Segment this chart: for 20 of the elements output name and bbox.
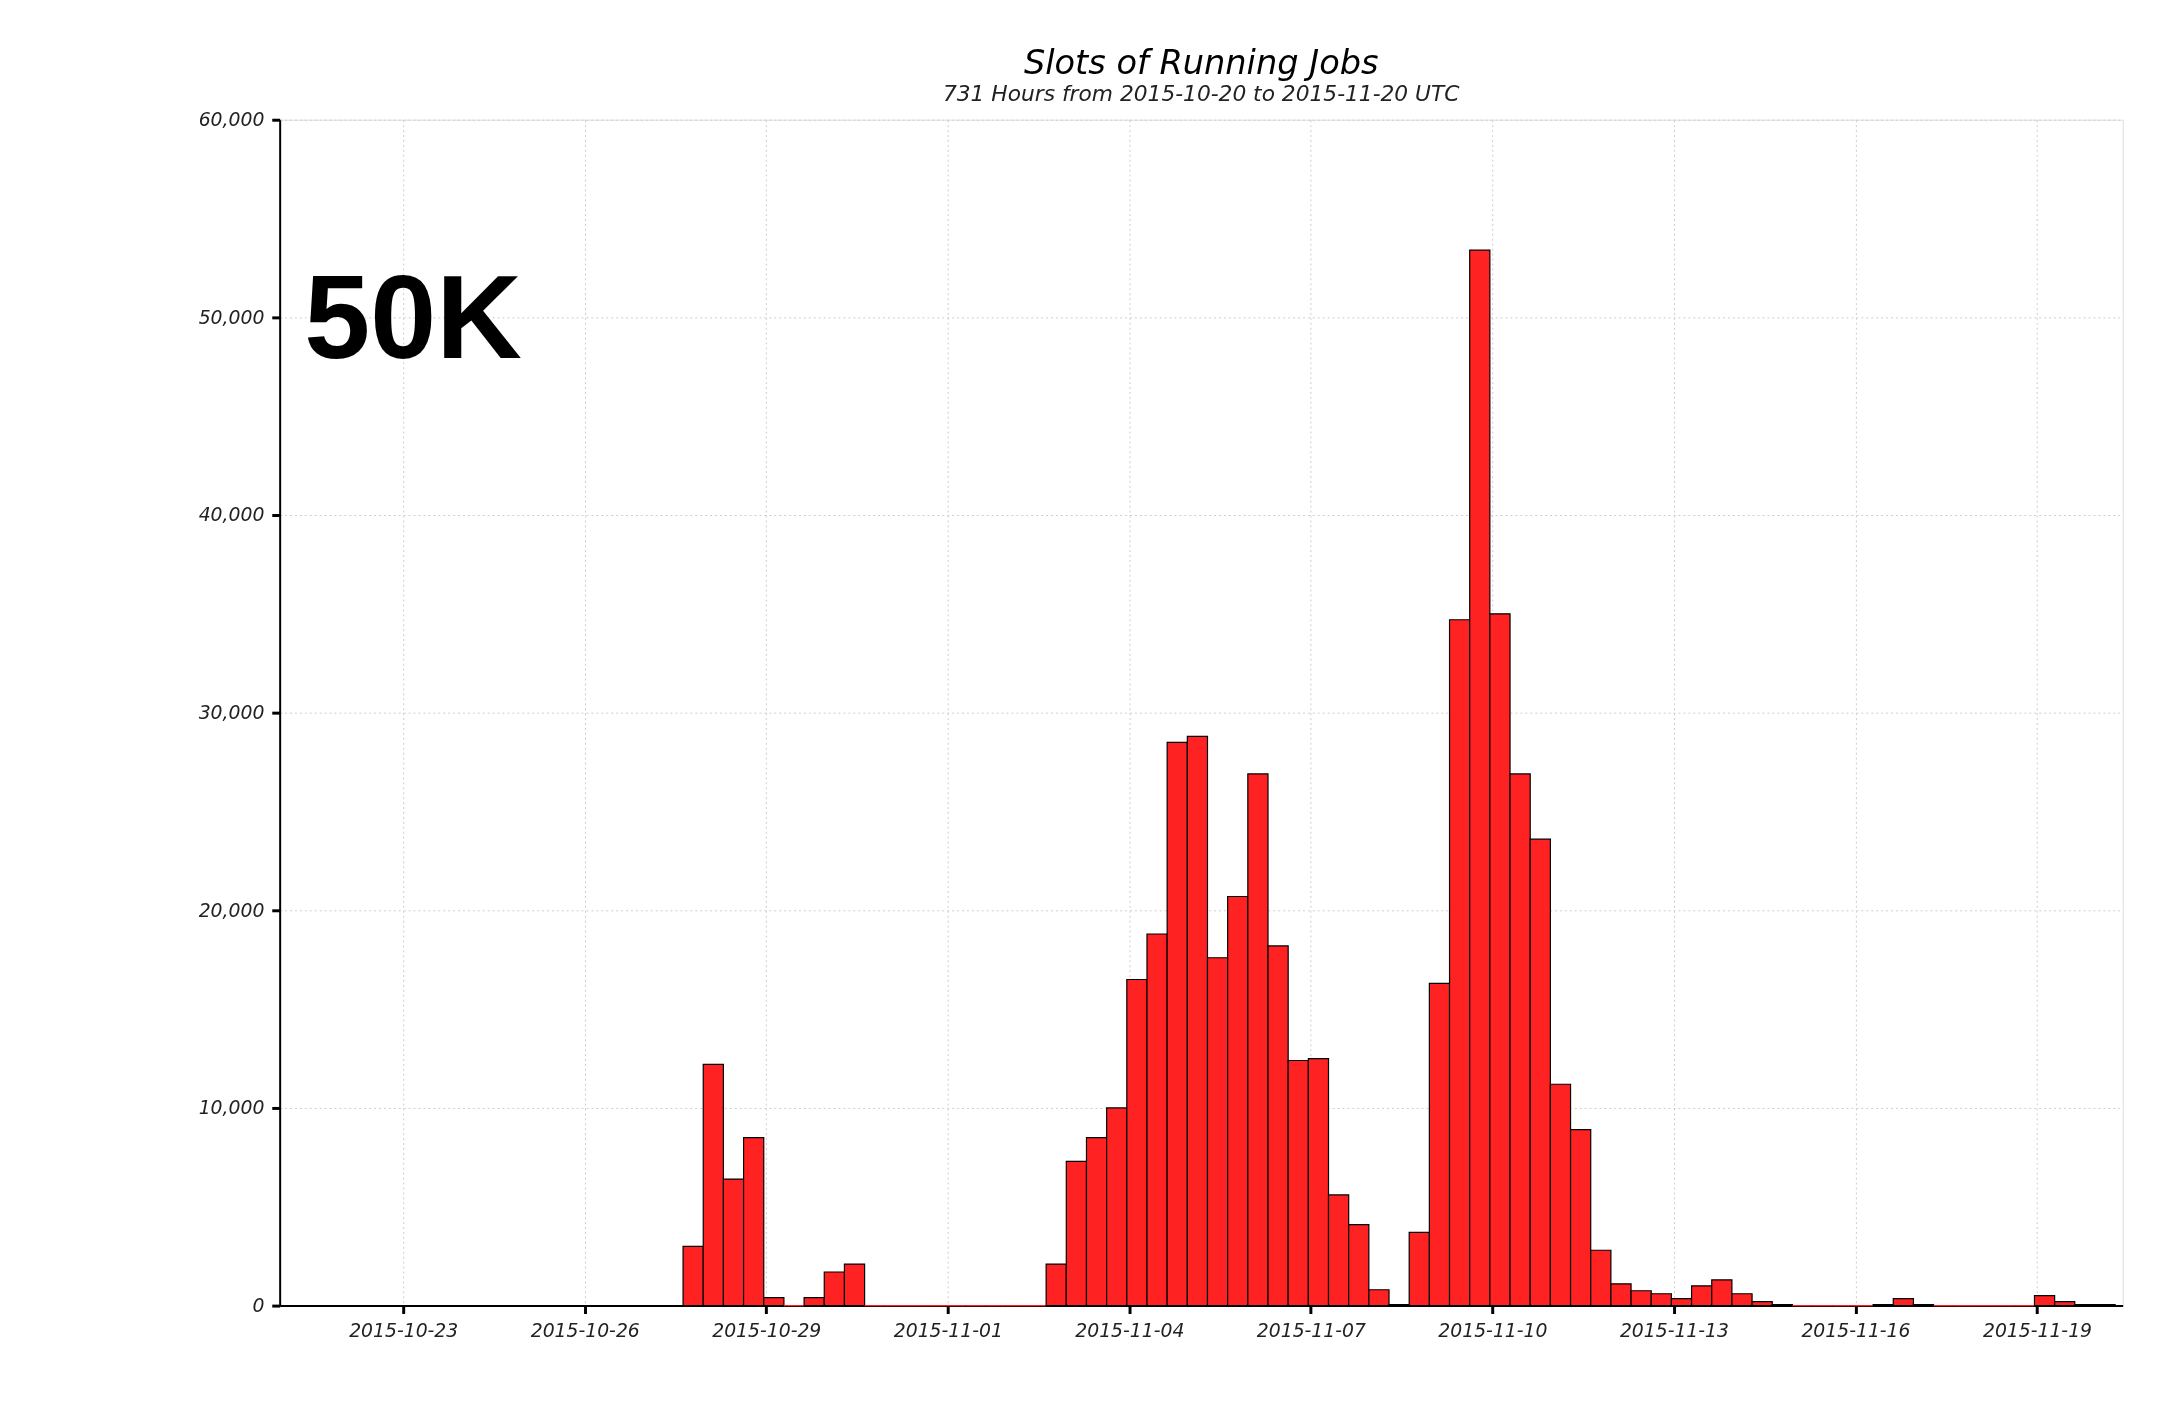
x-tick-label: 2015-11-10 xyxy=(1438,1319,1548,1341)
x-tick-label: 2015-11-01 xyxy=(893,1319,1003,1341)
y-tick-label: 30,000 xyxy=(198,702,265,724)
x-tick-label: 2015-11-07 xyxy=(1256,1319,1366,1341)
x-tick-label: 2015-10-26 xyxy=(530,1319,640,1341)
y-tick-label: 20,000 xyxy=(198,899,265,921)
y-tick-label: 40,000 xyxy=(198,504,265,526)
y-tick-label: 10,000 xyxy=(198,1097,265,1119)
x-tick-label: 2015-11-13 xyxy=(1619,1319,1729,1341)
x-tick-label: 2015-10-29 xyxy=(712,1319,822,1341)
x-tick-label: 2015-11-19 xyxy=(1982,1319,2093,1341)
chart-title: Slots of Running Jobs xyxy=(1023,43,1379,83)
annotation: 50K xyxy=(304,250,522,383)
y-tick-label: 60,000 xyxy=(198,109,265,131)
chart-subtitle: 731 Hours from 2015-10-20 to 2015-11-20 UTC xyxy=(942,80,1461,106)
x-tick-label: 2015-10-23 xyxy=(349,1319,459,1341)
x-tick-label: 2015-11-04 xyxy=(1075,1319,1185,1341)
y-tick-label: 50,000 xyxy=(198,306,265,328)
y-tick-label: 0 xyxy=(252,1295,265,1317)
x-tick-label: 2015-11-16 xyxy=(1801,1319,1911,1341)
